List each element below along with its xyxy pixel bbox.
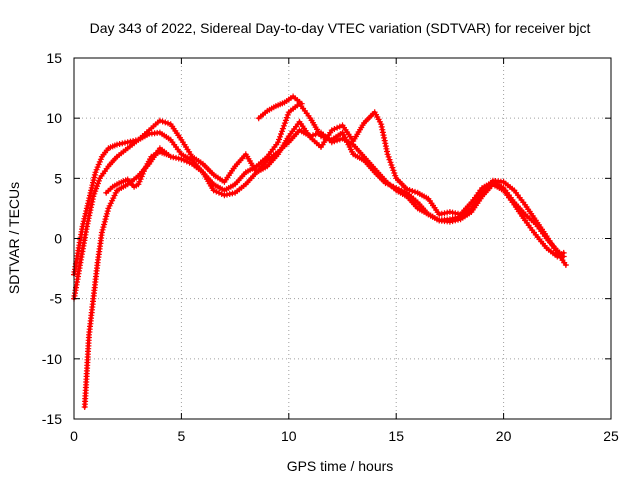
data-point-marker xyxy=(331,126,338,132)
data-point-marker xyxy=(104,208,111,215)
data-point-marker xyxy=(103,210,110,217)
data-point-marker xyxy=(165,120,171,127)
y-tick-label: -15 xyxy=(42,411,62,427)
series-trace-d xyxy=(103,148,170,196)
data-point-marker xyxy=(279,125,286,132)
data-point-marker xyxy=(178,156,185,163)
x-tick-label: 5 xyxy=(178,428,186,444)
series-trace-e xyxy=(255,93,305,122)
series-trace-c xyxy=(81,127,567,410)
data-point-marker xyxy=(181,157,188,164)
series-trace-b xyxy=(71,100,569,302)
data-point-marker xyxy=(101,221,108,228)
tick-layer: 0 5 10 15 20 25 -15 -10 -5 0 5 10 15 xyxy=(42,50,619,444)
data-point-marker xyxy=(389,164,396,171)
x-tick-label: 25 xyxy=(603,428,619,444)
y-tick-label: 0 xyxy=(54,231,62,247)
data-point-marker xyxy=(280,122,287,129)
data-point-marker xyxy=(279,128,285,135)
x-axis-label: GPS time / hours xyxy=(287,458,394,474)
data-point-marker xyxy=(99,226,106,233)
data-point-marker xyxy=(278,131,284,137)
y-tick-label: -10 xyxy=(42,351,62,367)
data-point-marker xyxy=(275,139,282,146)
data-point-marker xyxy=(331,138,338,145)
data-point-marker xyxy=(334,124,341,131)
data-point-marker xyxy=(334,137,341,144)
data-point-marker xyxy=(409,188,416,194)
data-point-marker xyxy=(284,111,291,118)
data-point-marker xyxy=(102,216,109,223)
data-point-marker xyxy=(386,156,393,163)
chart-title: Day 343 of 2022, Sidereal Day-to-day VTE… xyxy=(90,20,591,36)
data-point-marker xyxy=(216,189,222,196)
grid-layer xyxy=(74,58,611,419)
y-tick-label: -5 xyxy=(50,291,63,307)
data-point-marker xyxy=(277,133,283,140)
data-point-marker xyxy=(213,188,220,195)
data-point-marker xyxy=(283,114,290,121)
data-point-marker xyxy=(210,187,217,194)
data-point-marker xyxy=(390,167,397,174)
data-point-marker xyxy=(163,151,170,158)
data-point-marker xyxy=(307,133,314,140)
series-line xyxy=(83,128,566,409)
x-tick-label: 10 xyxy=(281,428,297,444)
x-tick-label: 15 xyxy=(388,428,404,444)
data-point-marker xyxy=(560,249,567,256)
x-tick-label: 20 xyxy=(496,428,512,444)
data-point-marker xyxy=(159,118,166,125)
y-axis-label: SDTVAR / TECUs xyxy=(6,182,22,294)
data-point-marker xyxy=(562,262,569,268)
data-point-marker xyxy=(89,196,96,203)
y-tick-label: 15 xyxy=(46,50,62,66)
data-point-marker xyxy=(387,159,394,166)
y-tick-label: 5 xyxy=(54,170,62,186)
data-point-marker xyxy=(98,229,105,236)
data-point-marker xyxy=(298,100,305,107)
data-point-marker xyxy=(282,117,289,124)
series-layer xyxy=(71,93,569,410)
x-tick-label: 0 xyxy=(70,428,78,444)
data-point-marker xyxy=(183,158,190,165)
data-point-marker xyxy=(276,136,282,143)
data-point-marker xyxy=(336,123,343,130)
data-point-marker xyxy=(385,153,392,160)
data-point-marker xyxy=(391,170,398,176)
data-point-marker xyxy=(101,218,108,225)
data-point-marker xyxy=(218,191,225,197)
data-point-marker xyxy=(315,130,322,137)
y-tick-label: 10 xyxy=(46,110,62,126)
data-point-marker xyxy=(162,119,169,126)
data-point-marker xyxy=(449,218,456,225)
data-point-marker xyxy=(412,188,418,195)
data-point-marker xyxy=(86,212,93,219)
data-point-marker xyxy=(312,131,319,138)
data-point-marker xyxy=(281,120,288,127)
data-point-marker xyxy=(156,117,163,124)
